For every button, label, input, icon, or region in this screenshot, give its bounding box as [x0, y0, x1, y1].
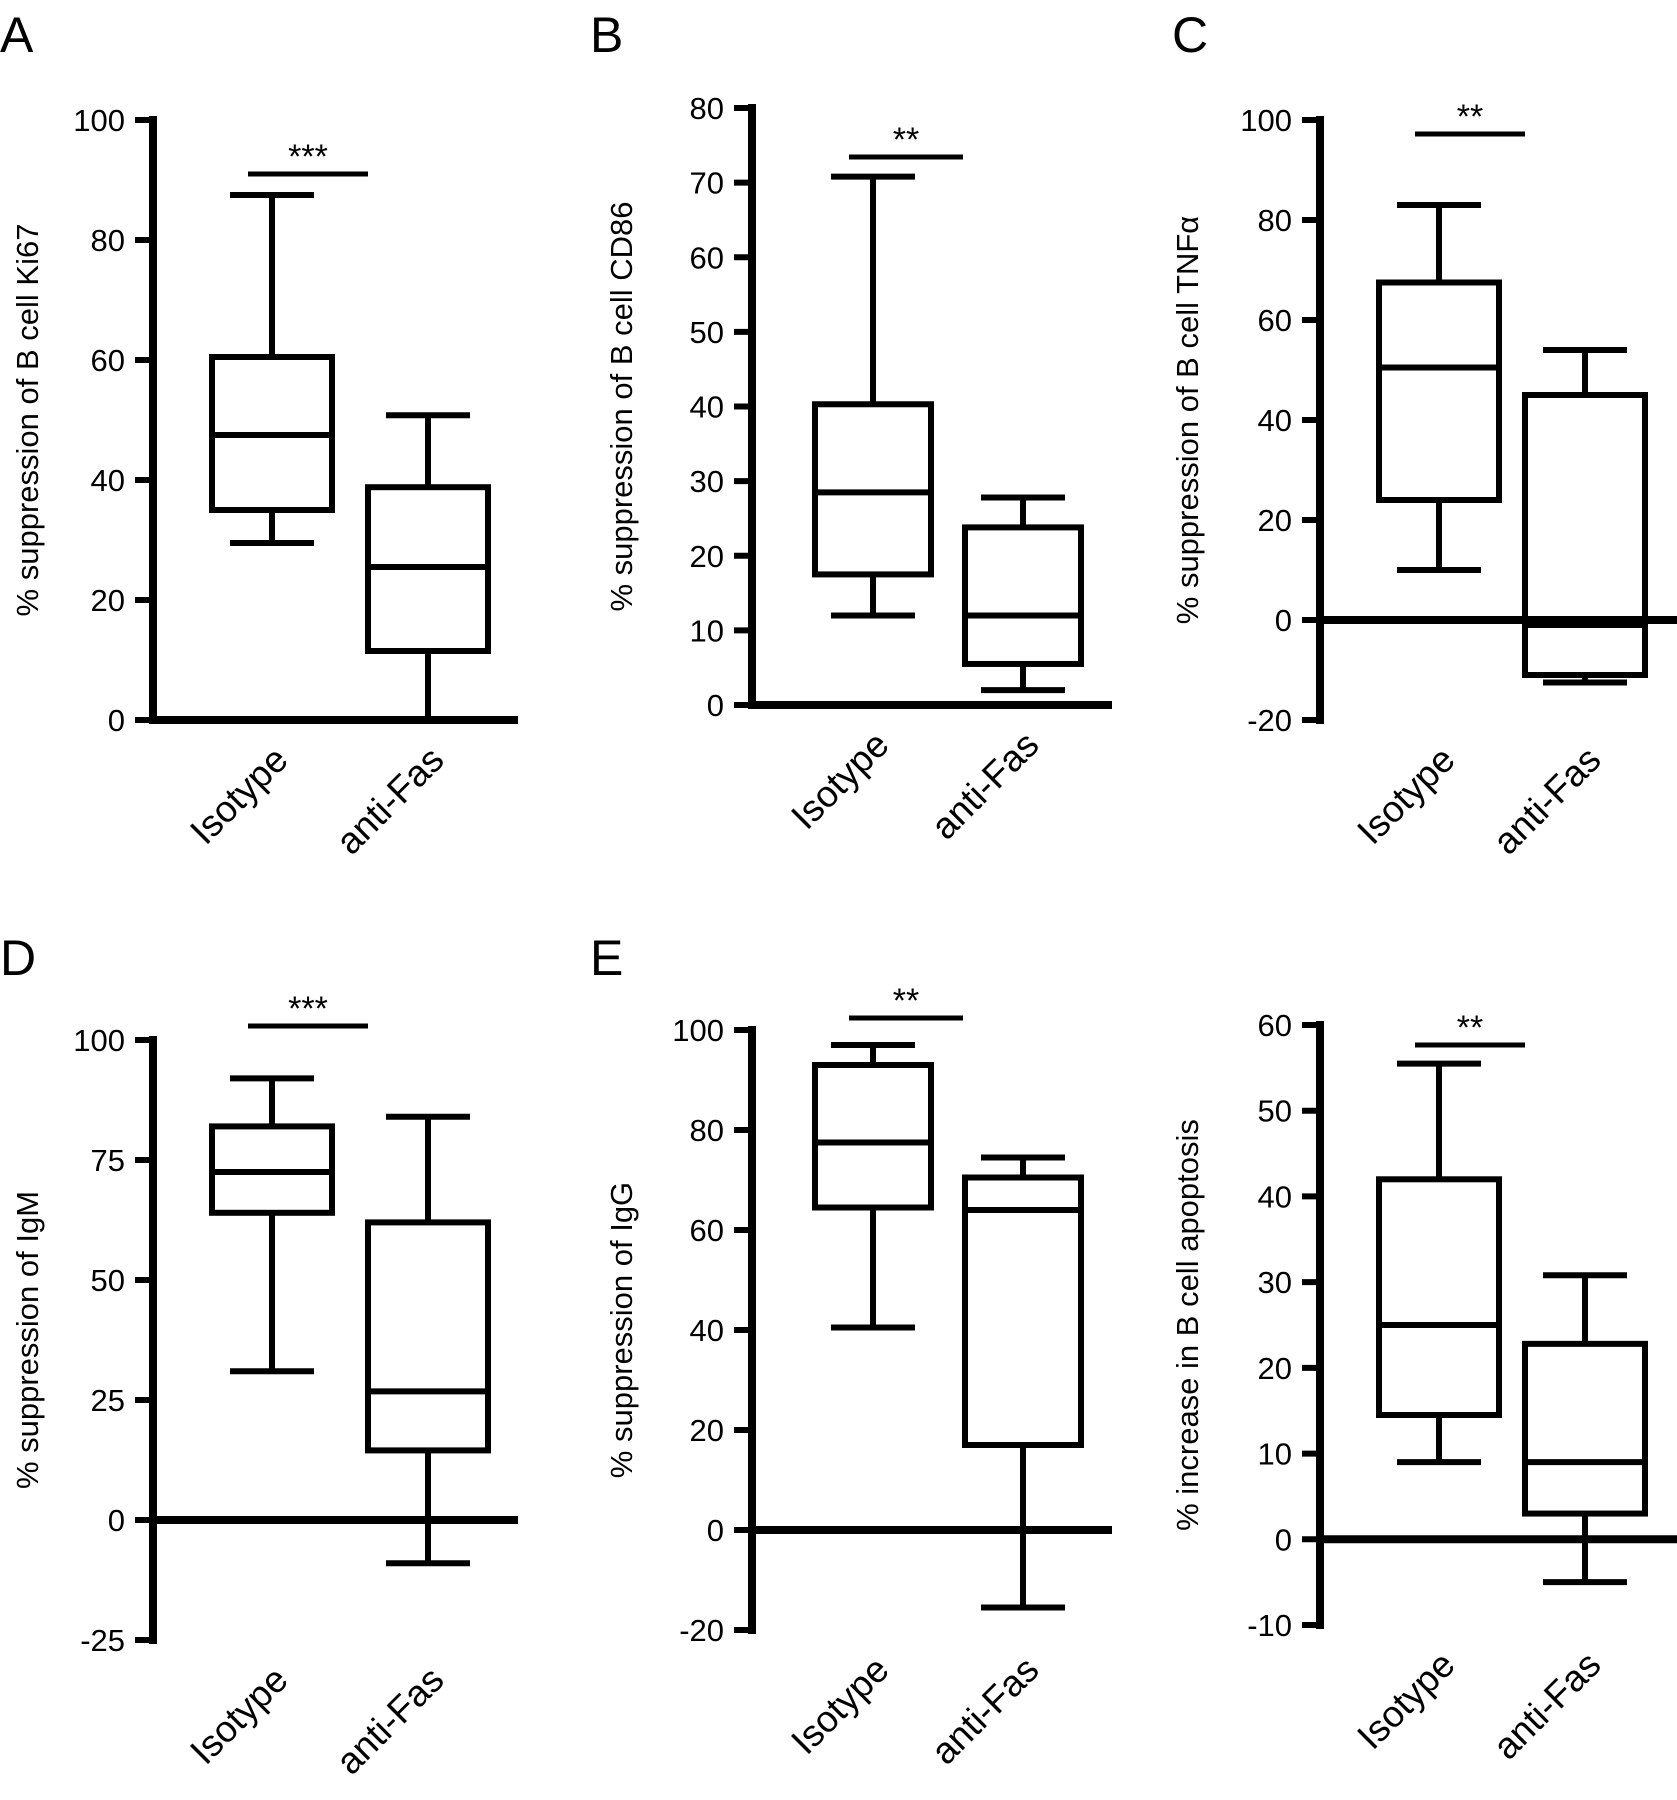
- y-axis-label: % suppression of IgG: [604, 1182, 639, 1478]
- y-axis-label: % suppression of IgM: [10, 1191, 45, 1489]
- x-category-label: Isotype: [1349, 1644, 1462, 1757]
- y-axis-label: % increase in B cell apoptosis: [1170, 1119, 1205, 1531]
- significance-label: ***: [288, 990, 328, 1028]
- y-tick-label: 30: [1258, 1265, 1292, 1300]
- y-tick-label: 10: [690, 613, 724, 648]
- box-anti-fas: [1522, 347, 1648, 686]
- iqr-box: [962, 1174, 1084, 1448]
- box-anti-fas: [962, 1154, 1084, 1611]
- y-tick-label: 40: [1258, 1179, 1292, 1214]
- y-tick-label: 20: [91, 583, 125, 618]
- box-isotype: [209, 1075, 335, 1375]
- y-tick-label: 60: [690, 240, 724, 275]
- y-tick-label: 40: [690, 1313, 724, 1348]
- y-tick-label: 20: [690, 1413, 724, 1448]
- panel-letter: E: [590, 930, 623, 986]
- y-tick-label: 80: [690, 1113, 724, 1148]
- y-tick-label: 40: [91, 463, 125, 498]
- y-tick-label: 20: [1258, 503, 1292, 538]
- iqr-box: [962, 524, 1084, 667]
- panel-letter: D: [0, 930, 36, 986]
- y-tick-label: -25: [80, 1623, 125, 1658]
- significance-label: ***: [288, 138, 328, 176]
- iqr-box: [1376, 279, 1502, 503]
- panel-d: D -25 0 25 50 75 100 % suppression of IgM Isotyp…: [0, 930, 518, 1782]
- iqr-box: [812, 1062, 934, 1211]
- panel-f: -10 0 10 20 30 40 50 60 % increase in B cell apo…: [1170, 1008, 1677, 1767]
- x-category-label: anti-Fas: [1485, 739, 1609, 863]
- y-tick-label: 60: [91, 343, 125, 378]
- y-tick-label: 70: [690, 166, 724, 201]
- y-tick-label: 60: [1258, 1008, 1292, 1043]
- iqr-box: [1522, 1340, 1648, 1517]
- y-tick-label: 30: [690, 464, 724, 499]
- box-anti-fas: [1522, 1272, 1648, 1586]
- y-tick-label: 80: [690, 91, 724, 126]
- x-category-label: Isotype: [1349, 739, 1462, 852]
- y-tick-label: 60: [1258, 303, 1292, 338]
- panel-letter: B: [590, 7, 623, 63]
- y-tick-label: 0: [707, 1513, 724, 1548]
- y-axis-label: % suppression of B cell Ki67: [10, 224, 45, 617]
- x-category-label: Isotype: [182, 739, 295, 852]
- panel-b: B 0 10 20 30 40 50 60 70 80 % suppression of B cel…: [590, 7, 1112, 847]
- x-category-label: Isotype: [783, 1649, 896, 1762]
- box-anti-fas: [365, 412, 491, 723]
- y-axis-label: % suppression of B cell TNFα: [1170, 216, 1205, 625]
- box-isotype: [1376, 1060, 1502, 1466]
- y-tick-label: 40: [690, 390, 724, 425]
- box-isotype: [209, 192, 335, 546]
- y-tick-label: -20: [679, 1613, 724, 1648]
- x-category-label: anti-Fas: [328, 1659, 452, 1783]
- panel-e: E -20 0 20 40 60 80 100 % suppression of IgG Isot…: [590, 930, 1112, 1772]
- y-tick-label: 0: [707, 688, 724, 723]
- significance-label: **: [1457, 1009, 1483, 1047]
- panel-c: C -20 0 20 40 60 80 100 % suppression of B cell …: [1170, 7, 1677, 862]
- significance-label: **: [1457, 98, 1483, 136]
- x-category-label: anti-Fas: [923, 1649, 1047, 1773]
- y-tick-label: 50: [690, 315, 724, 350]
- y-tick-label: -20: [1247, 703, 1292, 738]
- x-category-label: anti-Fas: [328, 739, 452, 863]
- y-tick-label: 25: [91, 1383, 125, 1418]
- x-category-label: Isotype: [783, 724, 896, 837]
- box-anti-fas: [365, 1113, 491, 1567]
- y-tick-label: 20: [690, 539, 724, 574]
- y-tick-label: 40: [1258, 403, 1292, 438]
- box-isotype: [812, 1042, 934, 1331]
- y-tick-label: 75: [91, 1143, 125, 1178]
- x-category-label: anti-Fas: [923, 724, 1047, 848]
- y-tick-label: 100: [1240, 103, 1292, 138]
- y-tick-label: 50: [91, 1263, 125, 1298]
- iqr-box: [365, 1219, 491, 1454]
- y-tick-label: 20: [1258, 1351, 1292, 1386]
- box-isotype: [1376, 202, 1502, 573]
- iqr-box: [1376, 1176, 1502, 1419]
- panel-a: A 0 20 40 60 80 100 % suppression of B cell Ki6…: [0, 7, 518, 862]
- x-category-label: anti-Fas: [1485, 1644, 1609, 1768]
- iqr-box: [1522, 392, 1648, 678]
- y-tick-label: 100: [672, 1013, 724, 1048]
- x-category-label: Isotype: [182, 1659, 295, 1772]
- panel-letter: A: [0, 7, 34, 63]
- y-tick-label: 10: [1258, 1437, 1292, 1472]
- panel-letter: C: [1172, 7, 1208, 63]
- y-tick-label: 80: [91, 223, 125, 258]
- significance-label: **: [893, 982, 919, 1020]
- y-axis-label: % suppression of B cell CD86: [604, 201, 639, 611]
- y-tick-label: 100: [73, 103, 125, 138]
- y-tick-label: 60: [690, 1213, 724, 1248]
- box-anti-fas: [962, 494, 1084, 694]
- y-tick-label: 0: [108, 1503, 125, 1538]
- y-tick-label: 0: [1275, 1522, 1292, 1557]
- y-tick-label: 0: [1275, 603, 1292, 638]
- box-isotype: [812, 173, 934, 619]
- y-tick-label: 100: [73, 1023, 125, 1058]
- y-tick-label: 0: [108, 703, 125, 738]
- significance-label: **: [893, 121, 919, 159]
- y-tick-label: 50: [1258, 1094, 1292, 1129]
- y-tick-label: 80: [1258, 203, 1292, 238]
- y-tick-label: -10: [1247, 1608, 1292, 1643]
